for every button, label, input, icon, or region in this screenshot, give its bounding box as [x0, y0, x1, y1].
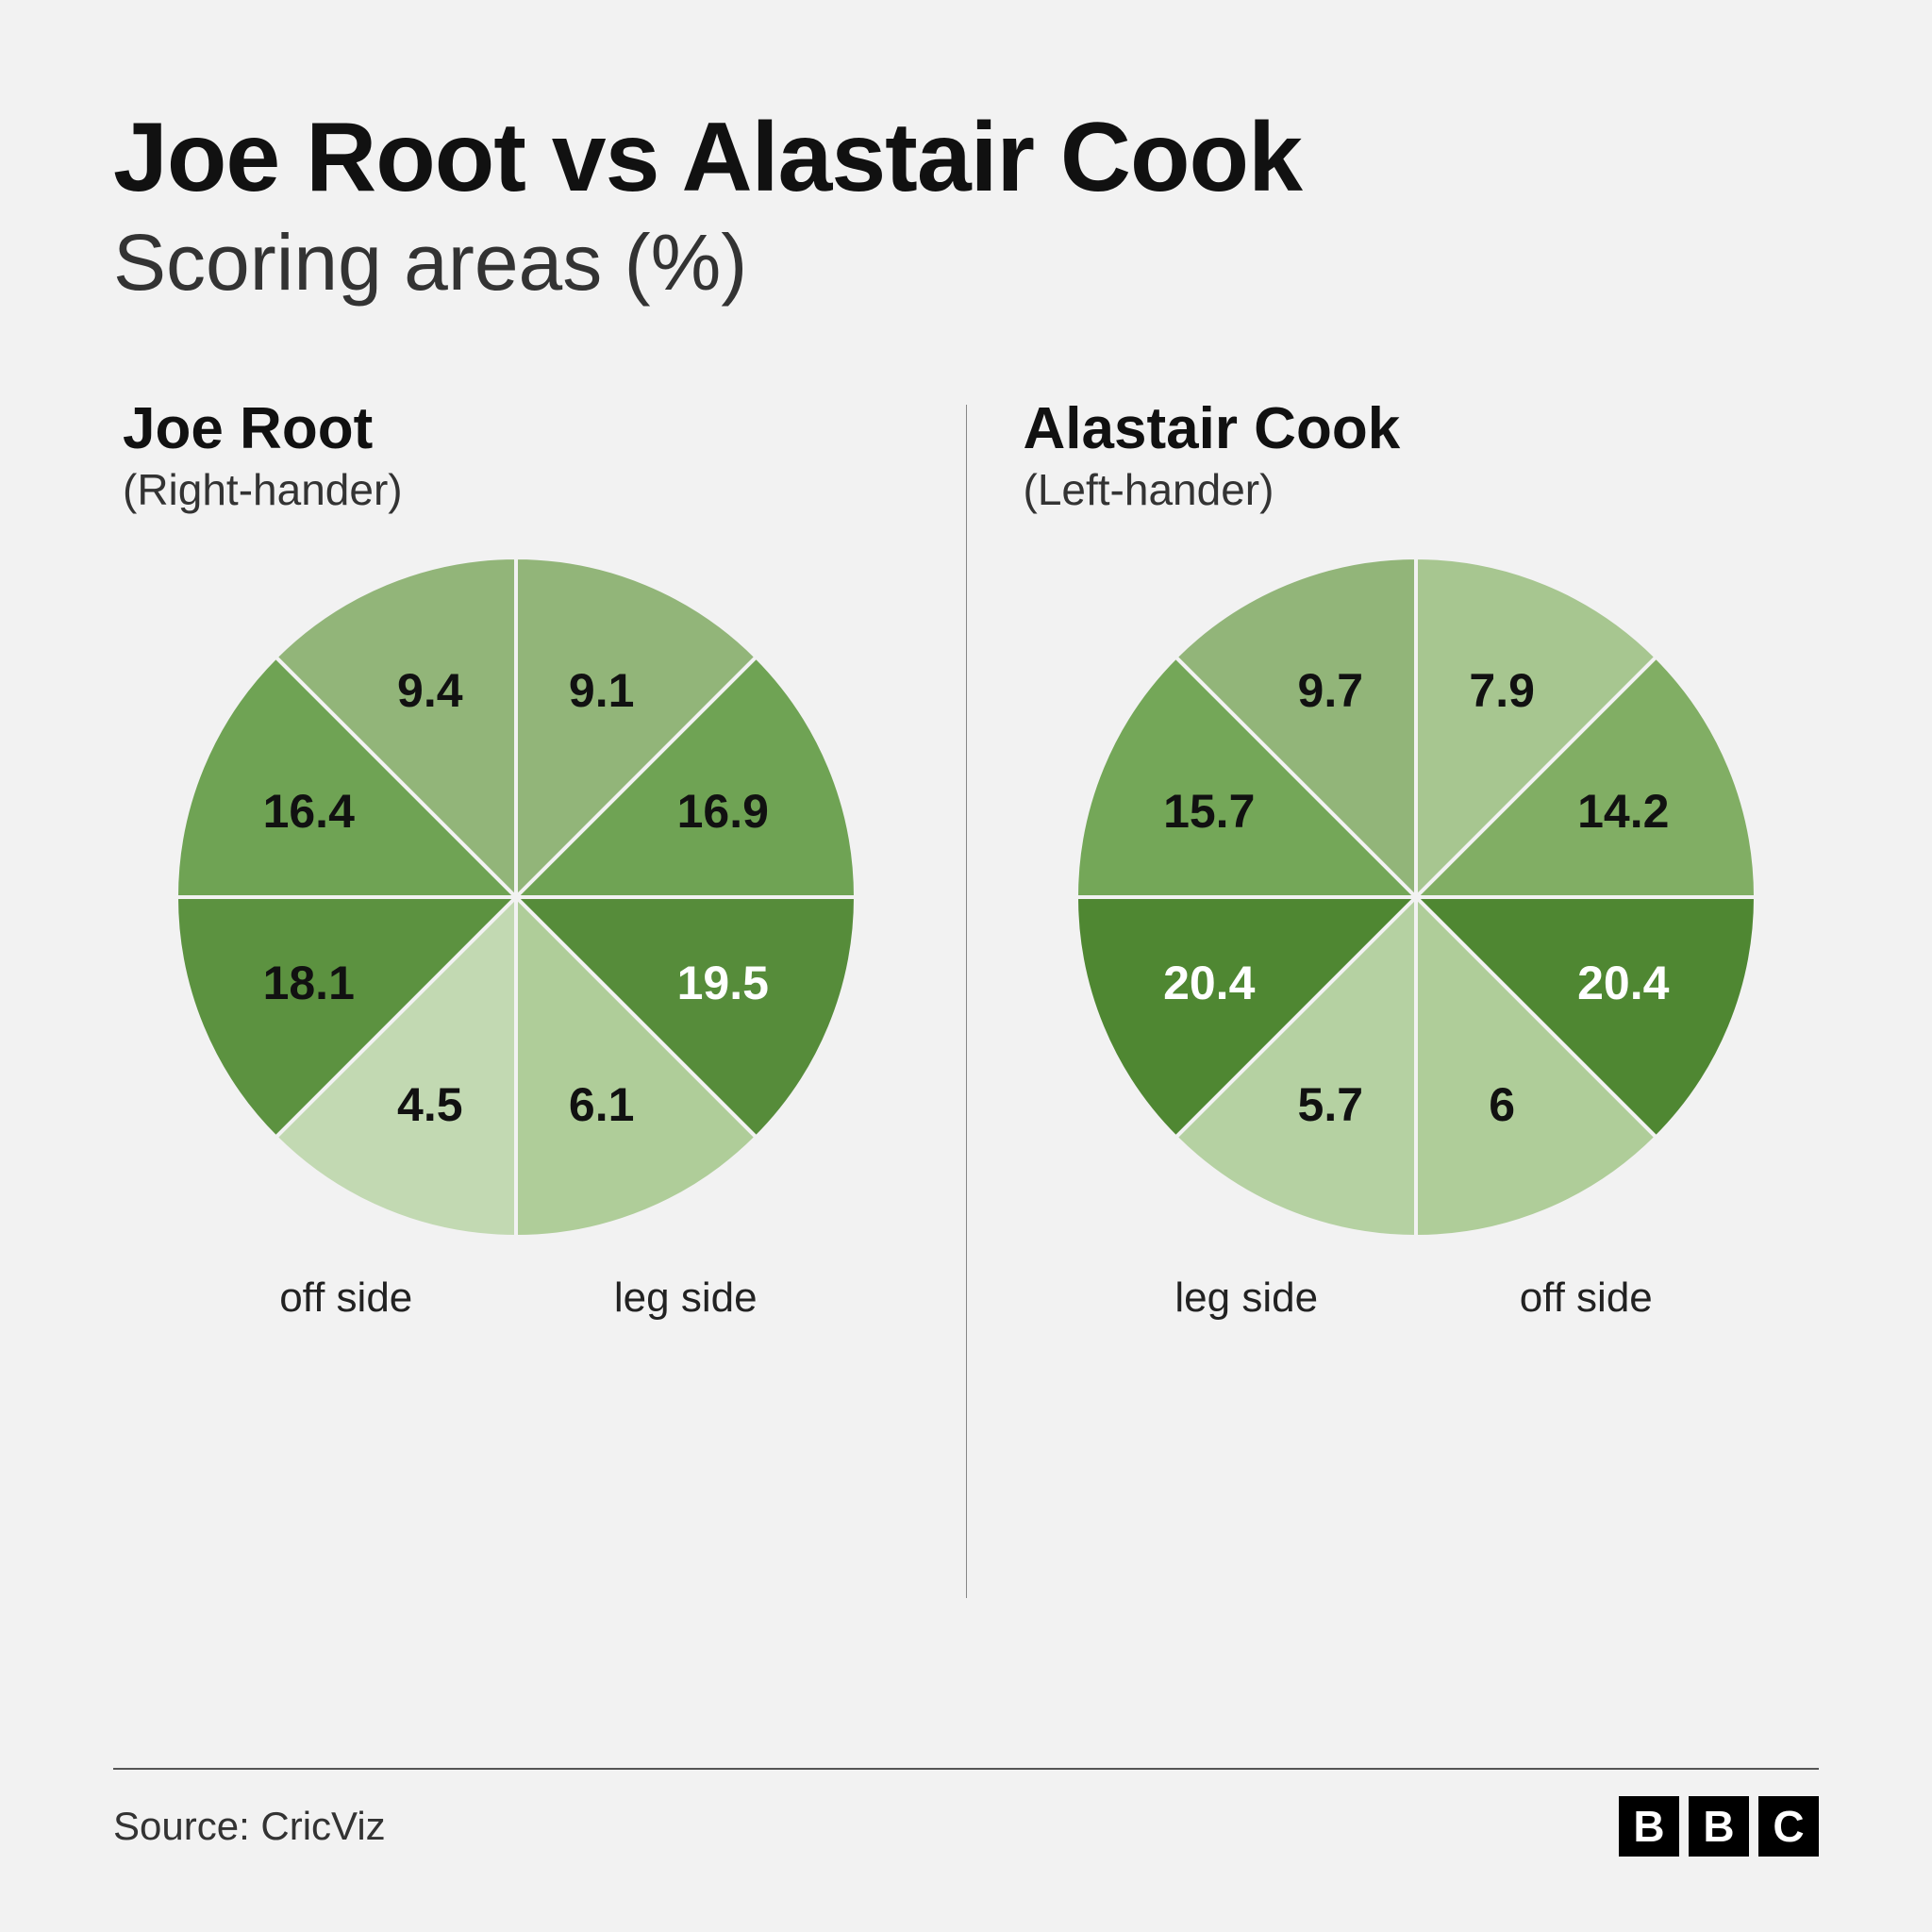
slice-value-label: 16.9 [677, 784, 769, 839]
side-labels-cook: leg side off side [1076, 1274, 1756, 1322]
slice-value-label: 4.5 [397, 1077, 463, 1132]
left-side-label: leg side [1076, 1274, 1416, 1322]
slice-value-label: 16.4 [263, 784, 355, 839]
right-side-label: leg side [516, 1274, 856, 1322]
slice-value-label: 20.4 [1163, 956, 1255, 1010]
pie-chart-root: 9.1 16.9 19.5 6.1 4.5 18.1 16.4 9.4 [176, 558, 856, 1237]
charts-row: Joe Root (Right-hander) 9.1 16.9 19.5 6.1 4.… [113, 395, 1819, 1768]
slice-value-label: 6 [1489, 1077, 1515, 1132]
slice-value-label: 15.7 [1163, 784, 1255, 839]
slice-value-label: 18.1 [263, 956, 355, 1010]
slice-value-label: 20.4 [1577, 956, 1669, 1010]
bbc-logo-block: B [1689, 1796, 1749, 1857]
player-name: Alastair Cook [1024, 395, 1401, 462]
pie-chart-cook: 7.9 14.2 20.4 6 5.7 20.4 15.7 9.7 [1076, 558, 1756, 1237]
player-hand: (Left-hander) [1024, 464, 1401, 515]
slice-value-label: 5.7 [1298, 1077, 1364, 1132]
right-side-label: off side [1416, 1274, 1756, 1322]
player-hand: (Right-hander) [123, 464, 403, 515]
left-side-label: off side [176, 1274, 516, 1322]
player-header-root: Joe Root (Right-hander) [123, 395, 403, 515]
main-title: Joe Root vs Alastair Cook [113, 104, 1819, 211]
source-text: Source: CricViz [113, 1804, 386, 1849]
player-header-cook: Alastair Cook (Left-hander) [1024, 395, 1401, 515]
player-name: Joe Root [123, 395, 403, 462]
slice-value-label: 19.5 [677, 956, 769, 1010]
bbc-logo: B B C [1619, 1796, 1819, 1857]
slice-value-label: 7.9 [1469, 663, 1535, 718]
subtitle: Scoring areas (%) [113, 215, 1819, 310]
slice-value-label: 9.4 [397, 663, 463, 718]
bbc-logo-block: B [1619, 1796, 1679, 1857]
slice-value-label: 14.2 [1577, 784, 1669, 839]
chart-col-root: Joe Root (Right-hander) 9.1 16.9 19.5 6.1 4.… [113, 395, 966, 1768]
chart-col-cook: Alastair Cook (Left-hander) 7.9 14.2 20.4 6… [967, 395, 1820, 1768]
slice-value-label: 9.7 [1298, 663, 1364, 718]
slice-value-label: 6.1 [569, 1077, 635, 1132]
bbc-logo-block: C [1758, 1796, 1819, 1857]
slice-value-label: 9.1 [569, 663, 635, 718]
footer: Source: CricViz B B C [113, 1768, 1819, 1857]
side-labels-root: off side leg side [176, 1274, 856, 1322]
